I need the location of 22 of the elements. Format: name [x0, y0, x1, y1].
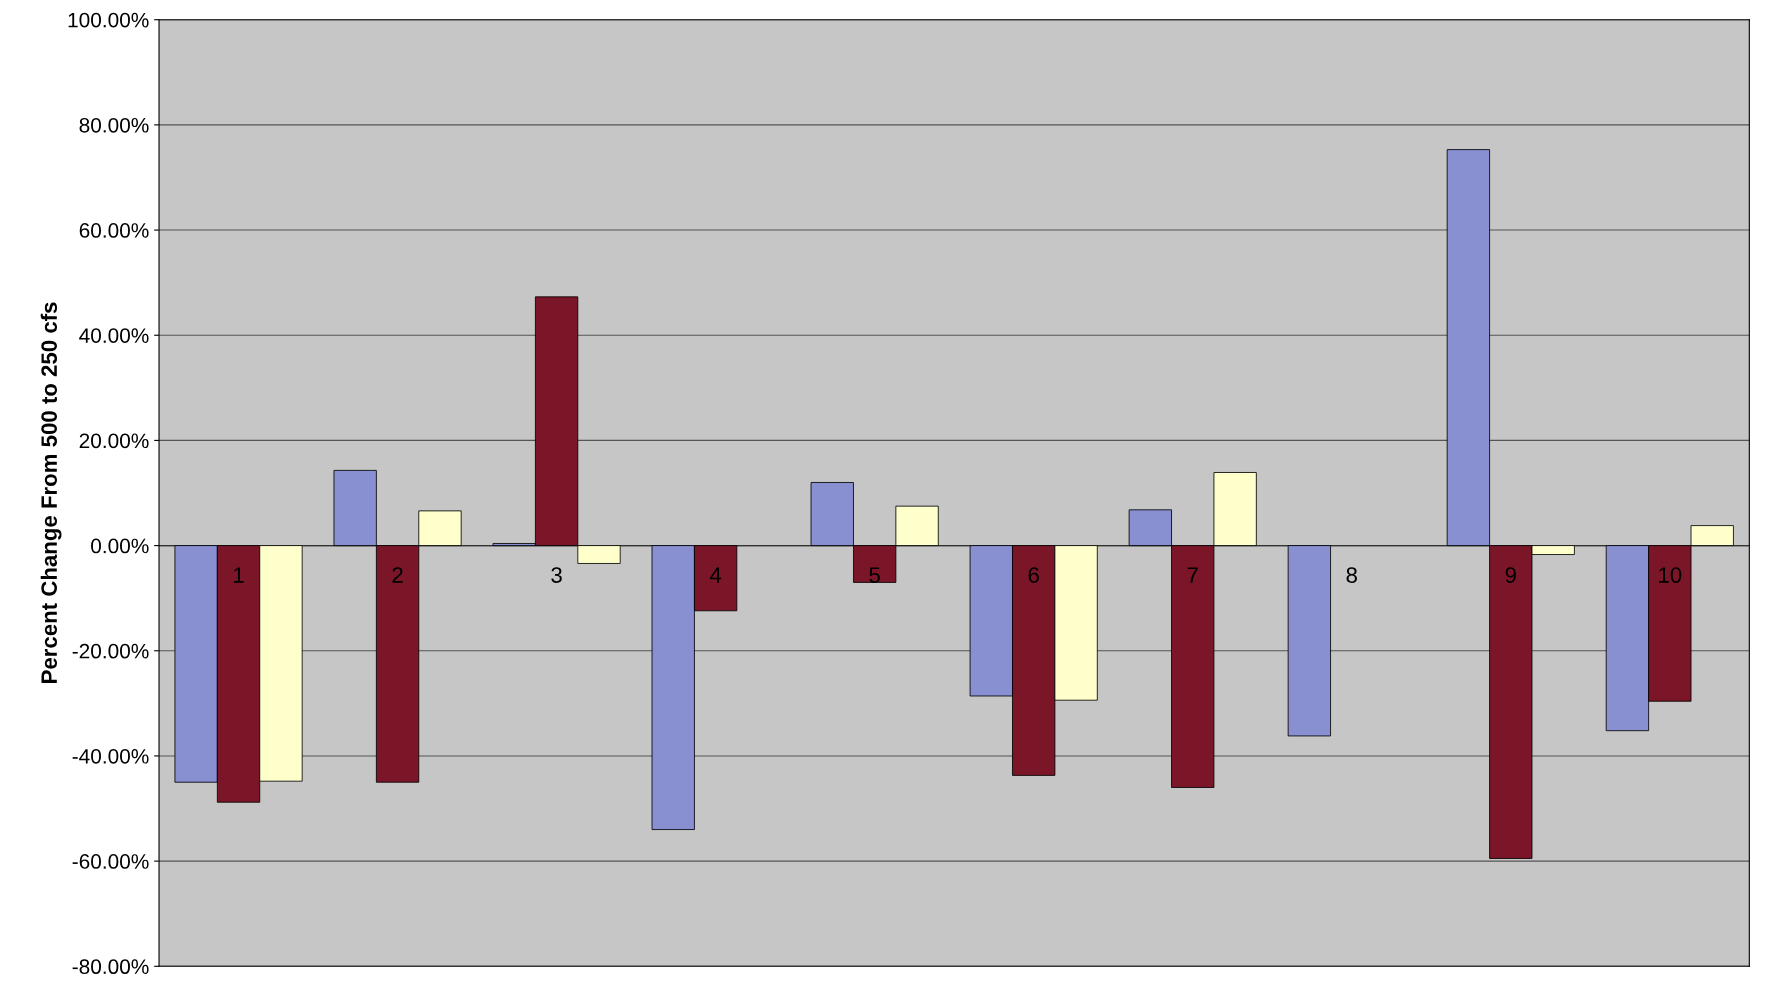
x-tick-label: 9 — [1505, 567, 1516, 583]
y-tick-label: -20.00% — [72, 643, 149, 659]
x-tick-label: 4 — [709, 567, 722, 583]
y-tick-label: -40.00% — [72, 748, 149, 764]
y-tick-label: 20.00% — [79, 433, 149, 449]
x-tick-label: 7 — [1187, 567, 1198, 583]
y-tick-label: 60.00% — [79, 223, 149, 238]
y-tick-label: 100.00% — [68, 12, 149, 28]
y-axis-title: Percent Change From 500 to 250 cfs — [40, 302, 62, 683]
x-tick-label: 5 — [869, 567, 880, 583]
y-tick-label: 40.00% — [79, 328, 149, 343]
x-tick-label: 3 — [551, 567, 562, 583]
bar — [1287, 545, 1331, 737]
x-tick-label: 10 — [1659, 567, 1682, 583]
x-tick-label: 8 — [1346, 567, 1357, 583]
y-tick-label: 0.00% — [91, 538, 149, 554]
x-tick-label: 6 — [1028, 567, 1039, 583]
x-tick-label: 2 — [392, 567, 403, 583]
y-tick-label: -80.00% — [72, 959, 149, 975]
x-tick-label: 1 — [234, 567, 244, 583]
y-tick-label: -60.00% — [72, 854, 149, 869]
y-tick-label: 80.00% — [79, 117, 149, 133]
